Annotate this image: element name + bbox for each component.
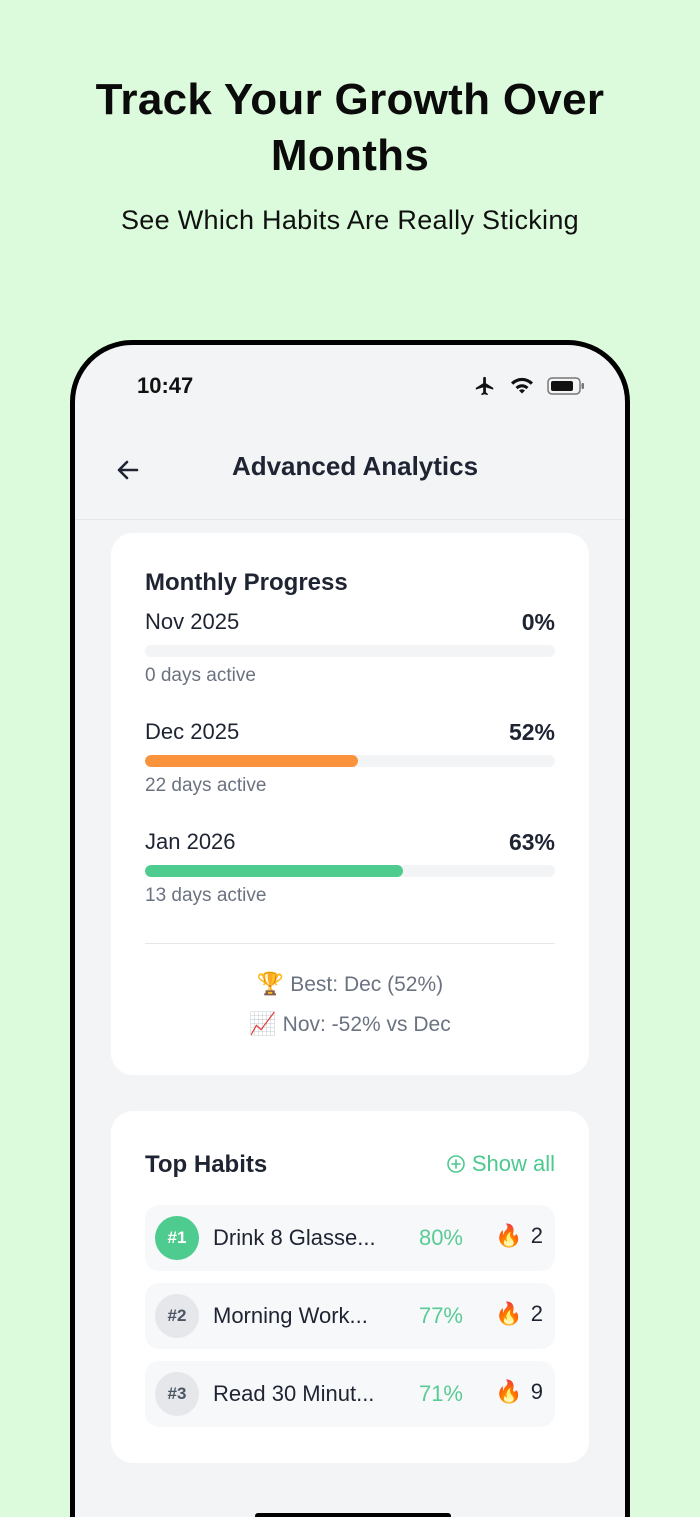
top-habits-title: Top Habits bbox=[145, 1151, 268, 1178]
habit-row[interactable]: #1 Drink 8 Glasse... 80% 🔥 2 bbox=[145, 1205, 555, 1271]
habit-row[interactable]: #3 Read 30 Minut... 71% 🔥 9 bbox=[145, 1361, 555, 1427]
marketing-headline: Track Your Growth Over Months bbox=[0, 72, 700, 184]
habit-name: Read 30 Minut... bbox=[213, 1381, 375, 1406]
progress-track bbox=[145, 755, 555, 767]
monthly-progress-card: Monthly Progress Nov 2025 0% 0 days acti… bbox=[111, 533, 589, 1075]
monthly-progress-title: Monthly Progress bbox=[145, 569, 348, 596]
phone-frame: 10:47 Advanced Analytics Monthly Progres… bbox=[70, 340, 630, 1517]
card-divider bbox=[145, 943, 555, 944]
wifi-icon bbox=[511, 377, 533, 394]
best-month-summary: 🏆 Best: Dec (52%) bbox=[111, 971, 589, 997]
habit-percent: 71% bbox=[418, 1381, 463, 1406]
streak-count: 2 bbox=[530, 1301, 543, 1326]
best-month-text: Best: Dec (52%) bbox=[290, 973, 444, 996]
month-row: Dec 2025 52% 22 days active bbox=[145, 719, 555, 809]
top-habits-card: Top Habits Show all #1 Drink 8 Glasse...… bbox=[111, 1111, 589, 1463]
rank-badge: #1 bbox=[155, 1216, 199, 1260]
show-all-label: Show all bbox=[471, 1151, 555, 1176]
app-screen: 10:47 Advanced Analytics Monthly Progres… bbox=[75, 345, 625, 1517]
month-comparison-summary: 📈 Nov: -52% vs Dec bbox=[111, 1011, 589, 1037]
headline-line-1: Track Your Growth Over bbox=[95, 75, 605, 124]
rank-badge: #2 bbox=[155, 1294, 199, 1338]
habit-name: Morning Work... bbox=[213, 1303, 368, 1328]
month-percent: 0% bbox=[521, 609, 555, 635]
airplane-icon bbox=[475, 376, 494, 396]
habit-streak: 🔥 9 bbox=[495, 1379, 543, 1405]
trophy-icon: 🏆 bbox=[256, 971, 285, 996]
progress-track bbox=[145, 865, 555, 877]
habit-percent: 77% bbox=[418, 1303, 463, 1328]
headline-line-2: Months bbox=[270, 131, 430, 180]
status-icons bbox=[473, 375, 585, 397]
show-all-button[interactable]: Show all bbox=[446, 1151, 555, 1177]
progress-fill bbox=[145, 755, 359, 767]
habit-name: Drink 8 Glasse... bbox=[213, 1225, 376, 1250]
marketing-subhead: See Which Habits Are Really Sticking bbox=[121, 205, 579, 235]
habit-streak: 🔥 2 bbox=[495, 1301, 543, 1327]
month-label: Dec 2025 bbox=[145, 719, 240, 744]
page-title: Advanced Analytics bbox=[231, 451, 479, 481]
month-row: Nov 2025 0% 0 days active bbox=[145, 609, 555, 699]
month-days-active: 13 days active bbox=[145, 885, 267, 906]
streak-count: 9 bbox=[530, 1379, 543, 1404]
month-days-active: 0 days active bbox=[145, 665, 256, 686]
chart-increasing-icon: 📈 bbox=[249, 1011, 277, 1036]
habit-streak: 🔥 2 bbox=[495, 1223, 543, 1249]
rank-badge: #3 bbox=[155, 1372, 199, 1416]
back-arrow-icon[interactable] bbox=[111, 453, 145, 487]
status-time: 10:47 bbox=[137, 373, 194, 398]
progress-fill bbox=[145, 865, 404, 877]
month-row: Jan 2026 63% 13 days active bbox=[145, 829, 555, 919]
month-label: Jan 2026 bbox=[145, 829, 236, 854]
progress-track bbox=[145, 645, 555, 657]
month-percent: 63% bbox=[508, 829, 555, 855]
habit-percent: 80% bbox=[418, 1225, 463, 1250]
flame-icon: 🔥 bbox=[495, 1223, 523, 1248]
streak-count: 2 bbox=[530, 1223, 543, 1248]
flame-icon: 🔥 bbox=[495, 1379, 523, 1404]
home-indicator bbox=[255, 1513, 451, 1517]
plus-circle-icon bbox=[447, 1155, 465, 1173]
month-label: Nov 2025 bbox=[145, 609, 240, 634]
month-days-active: 22 days active bbox=[145, 775, 267, 796]
flame-icon: 🔥 bbox=[495, 1301, 523, 1326]
comparison-text: Nov: -52% vs Dec bbox=[282, 1013, 451, 1036]
battery-icon bbox=[547, 377, 584, 395]
month-percent: 52% bbox=[508, 719, 555, 745]
header-divider bbox=[75, 519, 625, 520]
habit-row[interactable]: #2 Morning Work... 77% 🔥 2 bbox=[145, 1283, 555, 1349]
